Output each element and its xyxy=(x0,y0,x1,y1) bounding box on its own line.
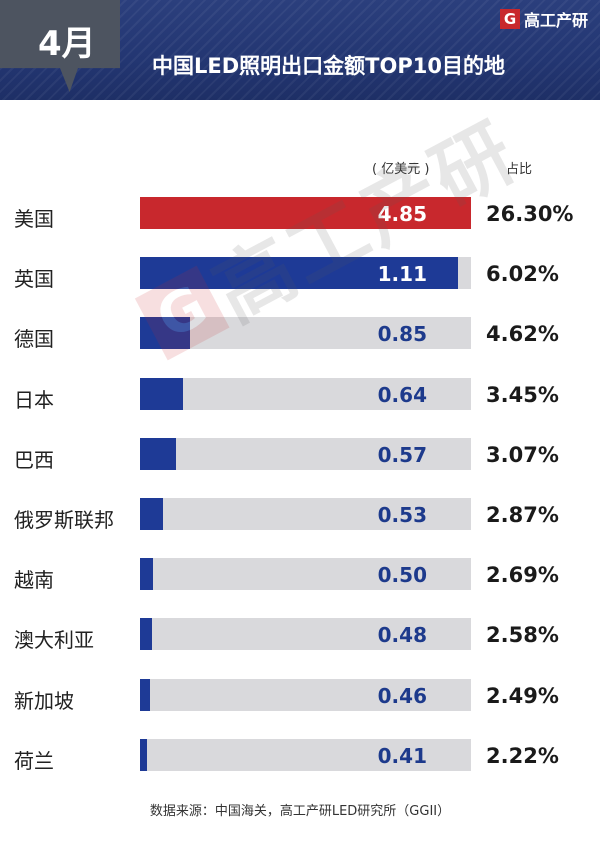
category-label: 澳大利亚 xyxy=(14,628,94,652)
chart-title: 中国LED照明出口金额TOP10目的地 xyxy=(152,54,505,78)
bar xyxy=(140,679,150,711)
category-label: 德国 xyxy=(14,327,54,351)
category-label: 美国 xyxy=(14,207,54,231)
share-label: 2.22% xyxy=(486,744,559,768)
bar xyxy=(140,438,176,470)
bar-track: 1.11 xyxy=(140,257,471,289)
bar-row: 日本 0.64 3.45% xyxy=(0,378,600,422)
value-label: 0.46 xyxy=(377,684,427,708)
brand-logo-icon: G xyxy=(499,9,520,29)
source-note: 数据来源：中国海关，高工产研LED研究所（GGII） xyxy=(149,804,451,819)
bar-row: 荷兰 0.41 2.22% xyxy=(0,739,600,783)
value-label: 0.41 xyxy=(377,744,427,768)
share-label: 3.45% xyxy=(486,383,559,407)
bar xyxy=(140,618,152,650)
bar-row: 美国 4.85 26.30% xyxy=(0,197,600,241)
bar-row: 新加坡 0.46 2.49% xyxy=(0,679,600,723)
bar xyxy=(140,197,471,229)
brand-logo: G 高工产研 xyxy=(499,7,588,31)
category-label: 英国 xyxy=(14,267,54,291)
category-label: 越南 xyxy=(14,568,54,592)
value-label: 0.48 xyxy=(377,623,427,647)
share-label: 2.58% xyxy=(486,623,559,647)
bar-track: 0.50 xyxy=(140,558,471,590)
value-label: 1.11 xyxy=(377,262,427,286)
brand-name: 高工产研 xyxy=(523,11,588,30)
bar-track: 0.64 xyxy=(140,378,471,410)
category-label: 巴西 xyxy=(14,448,54,472)
month-label: 4月 xyxy=(38,24,96,64)
bar-track: 0.85 xyxy=(140,317,471,349)
bar-row: 越南 0.50 2.69% xyxy=(0,558,600,602)
header-banner: 4月 G 高工产研 中国LED照明出口金额TOP10目的地 xyxy=(0,0,600,100)
bar-row: 巴西 0.57 3.07% xyxy=(0,438,600,482)
bar xyxy=(140,558,153,590)
share-label: 2.69% xyxy=(486,563,559,587)
bar-track: 4.85 xyxy=(140,197,471,229)
category-label: 新加坡 xyxy=(14,689,74,713)
bar xyxy=(140,257,458,289)
value-label: 0.50 xyxy=(377,563,427,587)
value-label: 0.64 xyxy=(377,383,427,407)
category-label: 俄罗斯联邦 xyxy=(14,508,114,532)
bar xyxy=(140,378,183,410)
value-label: 4.85 xyxy=(377,202,427,226)
value-label: 0.57 xyxy=(377,443,427,467)
bar-row: 英国 1.11 6.02% xyxy=(0,257,600,301)
unit-label: ( 亿美元 ) xyxy=(372,162,430,177)
bar xyxy=(140,498,163,530)
share-label: 26.30% xyxy=(486,202,574,226)
bar-track: 0.57 xyxy=(140,438,471,470)
bar xyxy=(140,317,190,349)
share-column-label: 占比 xyxy=(506,162,533,177)
bar-track: 0.46 xyxy=(140,679,471,711)
bar-track: 0.53 xyxy=(140,498,471,530)
bar-track: 0.48 xyxy=(140,618,471,650)
bar-row: 澳大利亚 0.48 2.58% xyxy=(0,618,600,662)
category-label: 荷兰 xyxy=(14,749,54,773)
value-label: 0.85 xyxy=(377,322,427,346)
bar-track: 0.41 xyxy=(140,739,471,771)
bar-row: 俄罗斯联邦 0.53 2.87% xyxy=(0,498,600,542)
share-label: 6.02% xyxy=(486,262,559,286)
share-label: 2.87% xyxy=(486,503,559,527)
bar-row: 德国 0.85 4.62% xyxy=(0,317,600,361)
share-label: 4.62% xyxy=(486,322,559,346)
share-label: 3.07% xyxy=(486,443,559,467)
category-label: 日本 xyxy=(14,388,54,412)
value-label: 0.53 xyxy=(377,503,427,527)
share-label: 2.49% xyxy=(486,684,559,708)
bar xyxy=(140,739,147,771)
